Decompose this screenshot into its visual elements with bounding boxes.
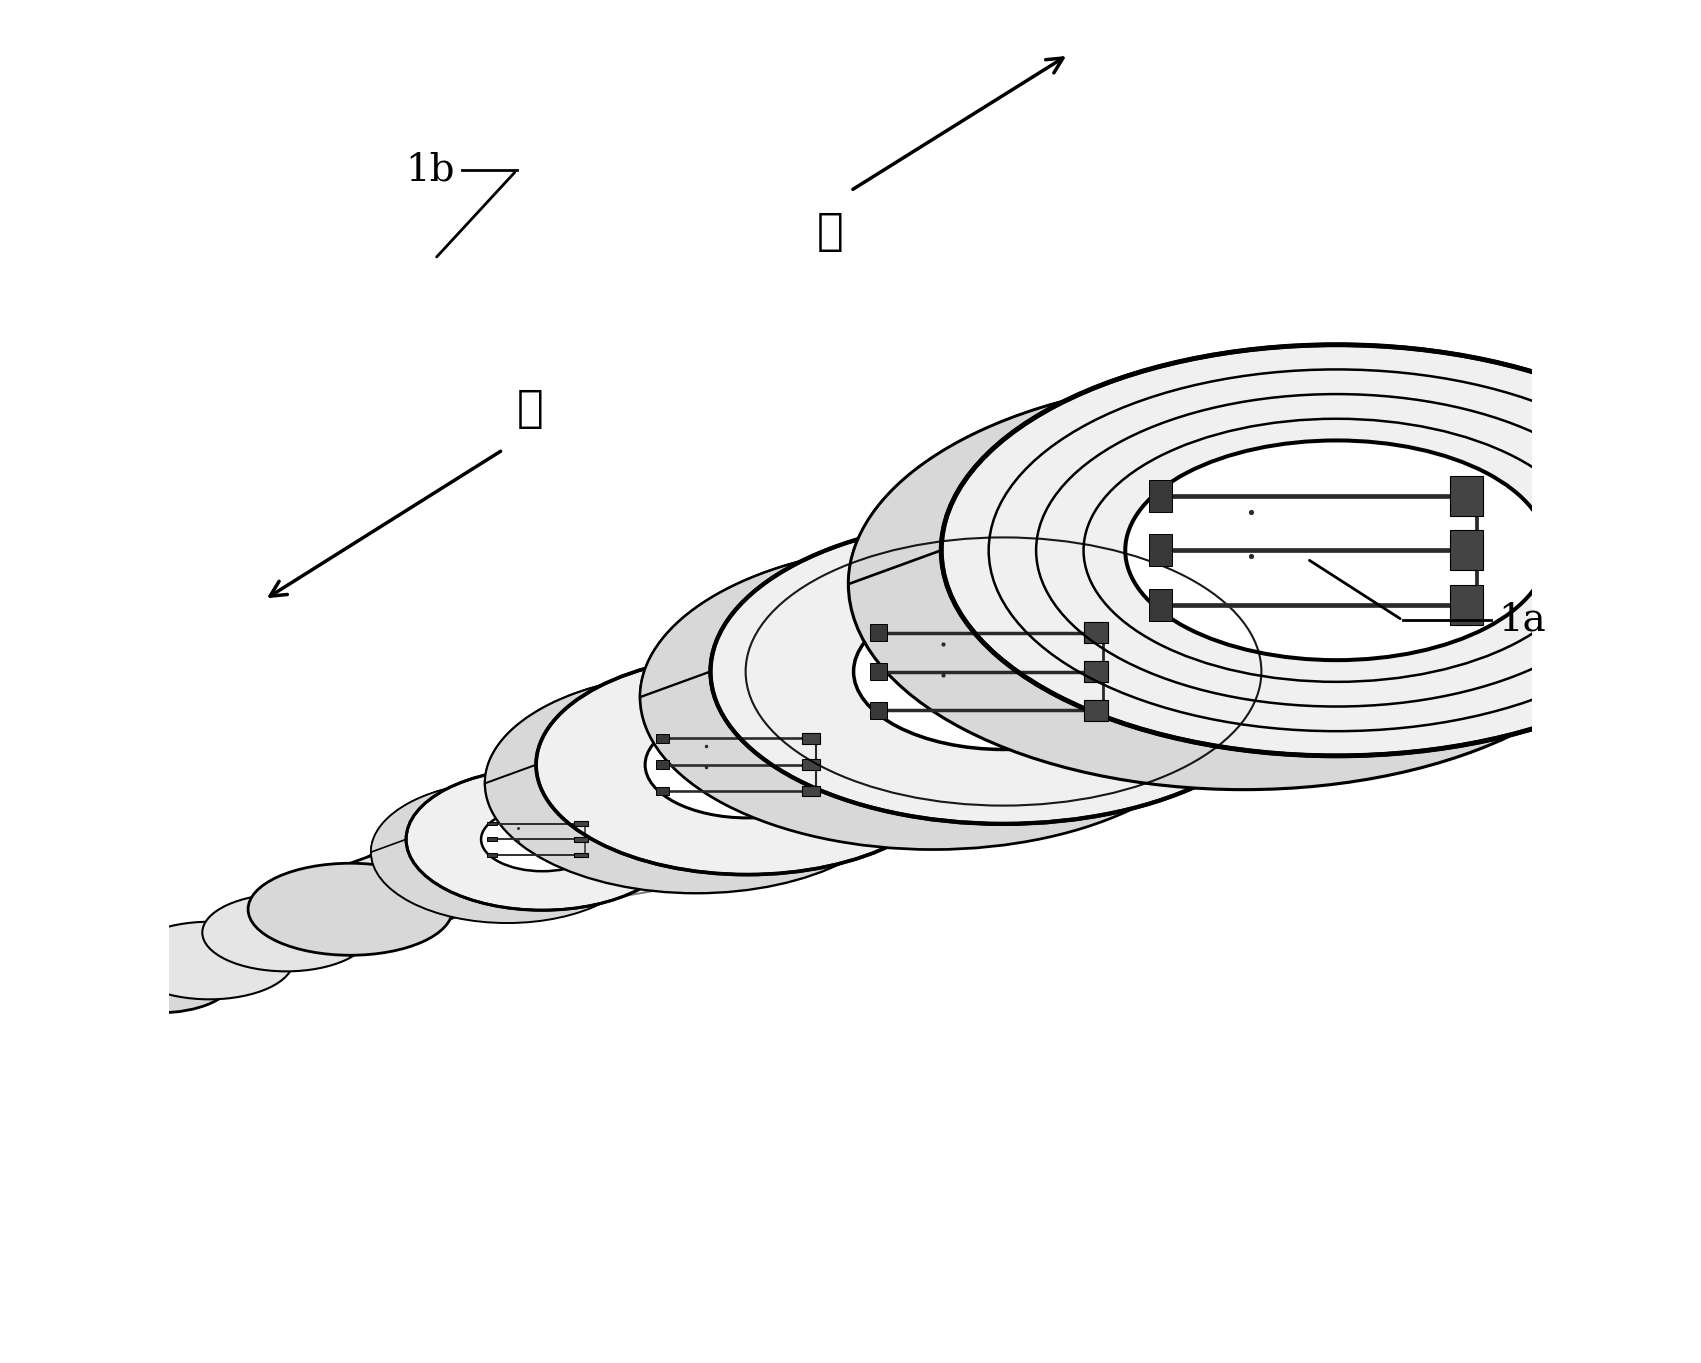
Bar — [801, 785, 820, 796]
Bar — [1084, 623, 1109, 643]
Ellipse shape — [536, 654, 959, 875]
Polygon shape — [1033, 440, 1548, 585]
Bar — [575, 853, 589, 857]
Bar — [1084, 699, 1109, 721]
Bar — [1451, 530, 1483, 570]
Bar — [1148, 534, 1172, 566]
Polygon shape — [371, 769, 679, 852]
Ellipse shape — [711, 519, 1296, 823]
Ellipse shape — [510, 782, 677, 860]
Polygon shape — [849, 345, 1701, 585]
Polygon shape — [158, 731, 747, 1013]
Polygon shape — [594, 711, 849, 784]
Polygon shape — [446, 807, 604, 852]
Text: 1a: 1a — [1499, 601, 1546, 639]
Polygon shape — [782, 593, 1153, 696]
Text: 前: 前 — [816, 210, 844, 254]
Ellipse shape — [126, 921, 293, 999]
Bar — [1084, 661, 1109, 682]
Ellipse shape — [849, 379, 1640, 789]
Ellipse shape — [594, 731, 798, 837]
Ellipse shape — [248, 863, 452, 955]
Ellipse shape — [1033, 474, 1454, 694]
Bar — [486, 837, 497, 841]
Bar — [575, 837, 589, 842]
Ellipse shape — [587, 754, 755, 831]
Ellipse shape — [854, 593, 1153, 750]
Ellipse shape — [432, 810, 600, 887]
Bar — [657, 761, 668, 769]
Text: 1b: 1b — [407, 151, 456, 189]
Ellipse shape — [481, 807, 604, 871]
Bar — [486, 822, 497, 826]
Ellipse shape — [485, 673, 907, 893]
Bar — [871, 624, 888, 642]
Bar — [657, 786, 668, 796]
Polygon shape — [350, 793, 543, 955]
Ellipse shape — [371, 781, 643, 923]
Polygon shape — [485, 654, 959, 784]
Ellipse shape — [279, 866, 447, 943]
Ellipse shape — [202, 894, 371, 972]
Ellipse shape — [407, 769, 679, 910]
Bar — [1451, 476, 1483, 517]
Ellipse shape — [446, 821, 568, 885]
Ellipse shape — [83, 946, 233, 1013]
Bar — [801, 759, 820, 770]
Bar — [657, 735, 668, 743]
Bar — [486, 853, 497, 857]
Ellipse shape — [645, 711, 849, 818]
Ellipse shape — [1126, 440, 1548, 660]
Bar — [801, 733, 820, 744]
Ellipse shape — [640, 545, 1226, 849]
Ellipse shape — [356, 838, 524, 916]
Ellipse shape — [941, 345, 1701, 756]
Bar — [1148, 589, 1172, 620]
Text: 后: 后 — [517, 387, 544, 431]
Ellipse shape — [782, 619, 1084, 776]
Bar — [1148, 480, 1172, 512]
Polygon shape — [640, 519, 1296, 696]
Bar — [871, 702, 888, 718]
Bar — [1451, 585, 1483, 624]
Bar — [871, 662, 888, 680]
Bar — [575, 821, 589, 826]
